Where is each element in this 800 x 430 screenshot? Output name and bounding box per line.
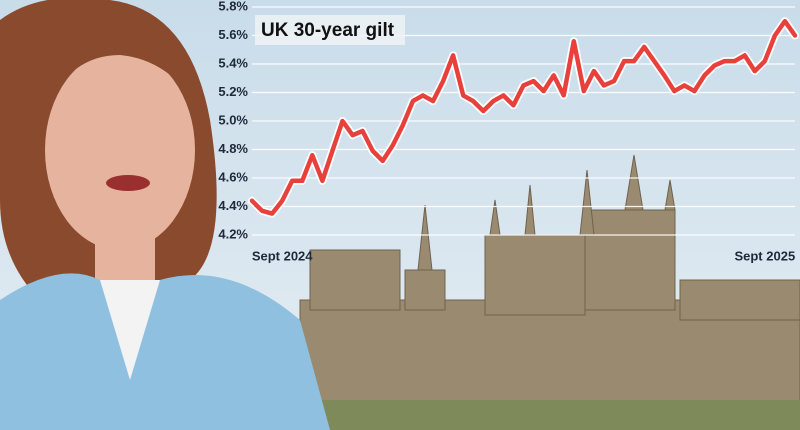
axes: 4.2% 4.4% 4.6% 4.8% 5.0% 5.2% 5.4% 5.6% 5.8% Sept… <box>218 0 795 263</box>
y-tick-label: 5.0% <box>218 112 248 127</box>
chart-title: UK 30-year gilt <box>261 20 395 41</box>
y-tick-label: 5.2% <box>218 84 248 99</box>
y-tick-label: 5.6% <box>218 27 248 42</box>
x-tick-label: Sept 2024 <box>252 248 313 263</box>
y-tick-label: 4.6% <box>218 169 248 184</box>
y-tick-label: 4.8% <box>218 141 248 156</box>
person-image <box>0 0 330 430</box>
y-tick-label: 5.4% <box>218 55 248 70</box>
x-tick-label: Sept 2025 <box>734 248 795 263</box>
title-box <box>255 15 405 45</box>
y-tick-label: 4.2% <box>218 226 248 241</box>
y-tick-label: 5.8% <box>218 0 248 13</box>
parliament-image <box>299 154 800 430</box>
line <box>249 18 798 216</box>
y-tick-label: 4.4% <box>218 198 248 213</box>
